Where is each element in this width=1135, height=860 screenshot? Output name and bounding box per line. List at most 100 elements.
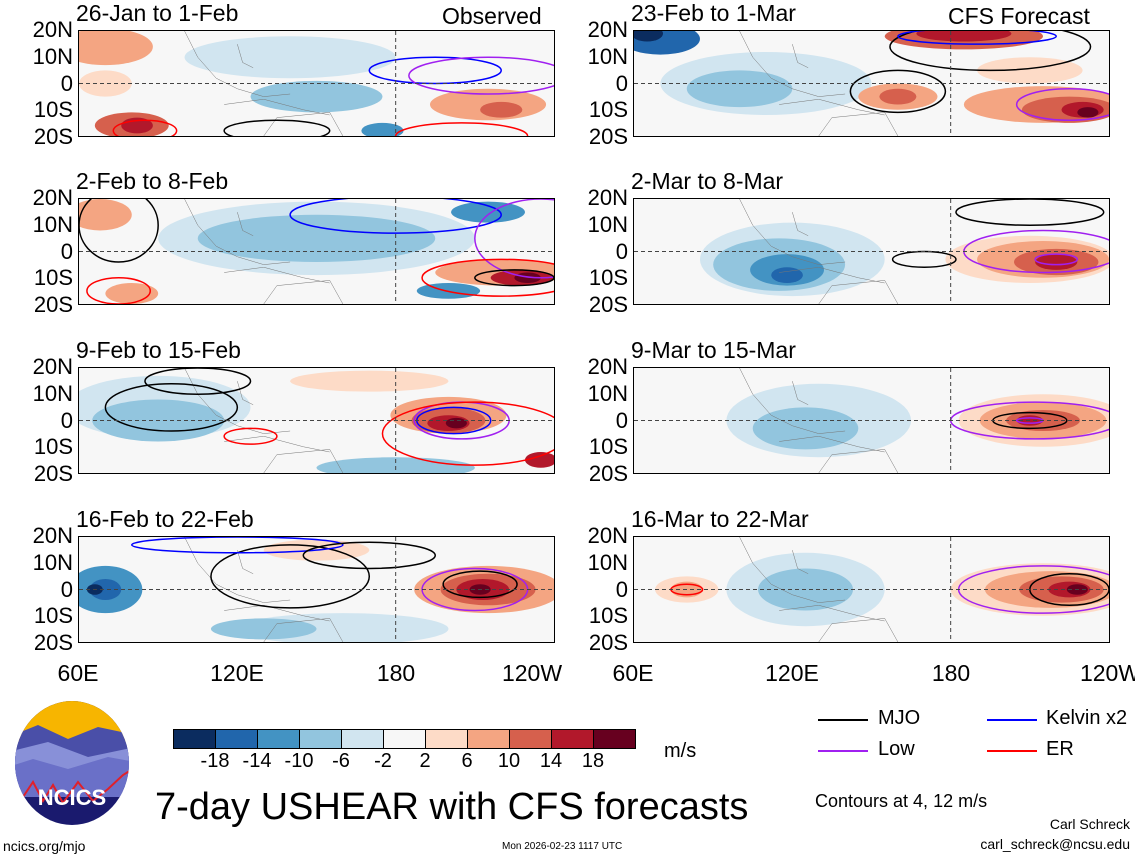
wave-contour: [303, 542, 435, 568]
timestamp: Mon 2026-02-23 1117 UTC: [502, 841, 623, 852]
lat-label: 0: [60, 238, 73, 264]
coastline: [779, 267, 885, 283]
wave-contour: [1017, 89, 1109, 121]
lat-label: 20S: [33, 630, 73, 655]
colorbar-swatch: [258, 730, 300, 748]
lat-label: 10S: [588, 603, 628, 629]
coastline: [792, 44, 808, 68]
shear-anomaly-region: [210, 618, 317, 640]
shear-anomaly-region: [451, 201, 525, 223]
lat-label: 20S: [588, 461, 628, 486]
coastline: [237, 381, 253, 405]
shear-anomaly-region: [514, 272, 541, 283]
shear-anomaly-region: [361, 122, 404, 136]
coastline: [819, 449, 898, 473]
lat-label: 20S: [588, 630, 628, 655]
lon-label: 120E: [210, 660, 264, 686]
panel-title: 2-Mar to 8-Mar: [631, 168, 784, 194]
map-panel: [633, 30, 1110, 137]
map-panel: [78, 536, 555, 643]
lat-label: 20S: [33, 461, 73, 486]
colorbar-tick-label: 18: [581, 750, 605, 772]
legend-swatch-er: [987, 750, 1037, 752]
coastline: [779, 99, 885, 115]
lon-label: 120W: [1079, 660, 1135, 686]
shear-anomaly-region: [771, 267, 803, 283]
lat-label: 0: [60, 70, 73, 96]
shear-anomaly-region: [316, 457, 475, 473]
lat-label: 20N: [587, 185, 628, 210]
colorbar-swatch: [426, 730, 468, 748]
lat-label: 10S: [588, 434, 628, 460]
shear-anomaly-region: [250, 80, 383, 113]
lat-label: 10N: [587, 549, 628, 575]
legend-swatch-mjo: [818, 719, 868, 721]
wave-contour: [113, 120, 176, 136]
lat-label: 10N: [32, 211, 73, 237]
figure-title: 7-day USHEAR with CFS forecasts: [155, 786, 749, 828]
lat-label: 0: [615, 576, 628, 602]
coastline: [237, 212, 253, 236]
lat-label: 10S: [33, 603, 73, 629]
colorbar: [173, 729, 636, 749]
wave-contour: [105, 384, 237, 431]
wave-contour: [145, 368, 251, 394]
wave-contour: [475, 199, 554, 278]
shear-anomaly-region: [79, 31, 153, 66]
wave-contour: [87, 278, 150, 304]
panel-title: 23-Feb to 1-Mar: [631, 0, 796, 26]
lat-label: 20N: [32, 185, 73, 210]
panel-title: 2-Feb to 8-Feb: [76, 168, 229, 194]
shear-anomaly-region: [290, 370, 449, 392]
site-link[interactable]: ncics.org/mjo: [3, 838, 86, 854]
map-panel: [633, 198, 1110, 305]
lat-label: 10N: [587, 211, 628, 237]
lat-label: 20N: [587, 354, 628, 379]
wave-contour: [369, 57, 501, 83]
panel-title: 26-Jan to 1-Feb: [76, 0, 239, 26]
wave-contour: [132, 537, 343, 553]
lat-label: 0: [60, 576, 73, 602]
colorbar-swatch: [552, 730, 594, 748]
panel-title: 16-Feb to 22-Feb: [76, 506, 254, 532]
panel-title: 9-Mar to 15-Mar: [631, 337, 796, 363]
colorbar-swatch: [174, 730, 216, 748]
wave-contour: [211, 545, 369, 608]
colorbar-tick-label: 6: [461, 750, 473, 772]
lat-label: 10N: [32, 380, 73, 406]
colorbar-tick-label: -10: [284, 750, 314, 772]
lat-label: 10N: [587, 43, 628, 69]
coastline: [224, 99, 330, 115]
legend-label-er: ER: [1046, 738, 1074, 760]
colorbar-tick-label: -2: [374, 750, 392, 772]
coastline: [792, 381, 808, 405]
lat-label: 10S: [33, 265, 73, 291]
coastline: [779, 436, 885, 452]
coastline: [264, 280, 343, 304]
wave-contour: [1035, 254, 1077, 265]
lat-label: 10S: [33, 434, 73, 460]
colorbar-swatch: [300, 730, 342, 748]
legend-label-low: Low: [878, 738, 915, 760]
colorbar-tick-label: 2: [419, 750, 431, 772]
map-panel: [633, 536, 1110, 643]
forecast-label: CFS Forecast: [948, 3, 1090, 29]
contours-note: Contours at 4, 12 m/s: [815, 791, 988, 811]
lat-label: 0: [615, 407, 628, 433]
coastline: [792, 550, 808, 574]
shear-anomaly-region: [445, 417, 467, 429]
colorbar-units: m/s: [664, 740, 697, 762]
lat-label: 20N: [587, 17, 628, 42]
colorbar-swatch: [216, 730, 258, 748]
shear-anomaly-region: [524, 452, 554, 468]
map-panel: [633, 367, 1110, 474]
wave-contour: [224, 428, 277, 444]
coastline: [779, 605, 885, 621]
coastline: [264, 449, 343, 473]
lat-label: 10S: [33, 97, 73, 123]
lon-label: 180: [931, 660, 971, 686]
author: Carl Schreck: [1049, 816, 1130, 832]
lon-label: 120W: [501, 660, 563, 686]
colorbar-tick-label: 10: [497, 750, 521, 772]
